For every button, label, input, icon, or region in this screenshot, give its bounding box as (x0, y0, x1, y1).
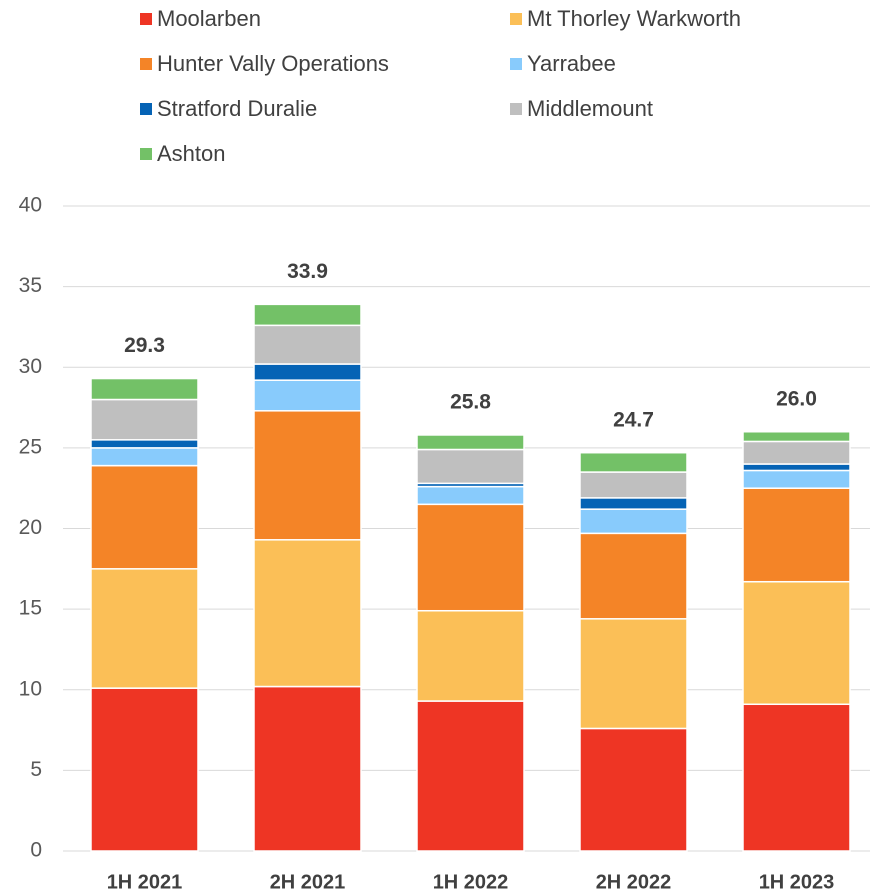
y-tick-label: 20 (19, 516, 42, 539)
bar-segment (90, 377, 199, 401)
bar-segment (742, 580, 851, 706)
bar-segment (90, 439, 199, 449)
x-tick-label: 2H 2022 (596, 871, 672, 893)
bar-segment (742, 487, 851, 583)
legend-swatch (140, 13, 152, 25)
y-tick-label: 10 (19, 677, 42, 700)
bar-segment (90, 464, 199, 570)
x-tick-label: 2H 2021 (270, 871, 346, 893)
y-tick-label: 35 (19, 274, 42, 297)
bar-segment (579, 451, 688, 473)
x-tick-label: 1H 2021 (107, 871, 183, 893)
legend-label: Hunter Vally Operations (157, 51, 389, 76)
bar-segment (579, 508, 688, 535)
bar-segment (416, 609, 525, 702)
bar-segment (90, 398, 199, 441)
bar-segment (253, 685, 362, 852)
total-label: 26.0 (776, 387, 817, 410)
x-tick-label: 1H 2022 (433, 871, 509, 893)
legend-label: Yarrabee (527, 51, 616, 76)
y-tick-label: 5 (30, 758, 42, 781)
bar-segment (742, 703, 851, 852)
legend-swatch (140, 148, 152, 160)
legend-label: Ashton (157, 141, 226, 166)
bar-segment (579, 727, 688, 852)
legend-swatch (510, 13, 522, 25)
bar-segment (253, 363, 362, 381)
legend-label: Stratford Duralie (157, 96, 317, 121)
y-tick-label: 0 (30, 839, 42, 862)
bar-segment (742, 440, 851, 465)
bar-segment (253, 303, 362, 327)
bar-segment (253, 410, 362, 541)
y-tick-label: 30 (19, 355, 42, 378)
bar-segment (253, 324, 362, 365)
bar-segment (742, 431, 851, 443)
bar-segment (253, 379, 362, 412)
bar-segment (416, 434, 525, 451)
bar-segment (90, 568, 199, 689)
legend-label: Middlemount (527, 96, 653, 121)
legend-label: Moolarben (157, 6, 261, 31)
y-tick-label: 40 (19, 194, 42, 217)
legend-swatch (140, 58, 152, 70)
legend-swatch (510, 103, 522, 115)
bar-segment (579, 471, 688, 499)
bar-segment (742, 469, 851, 489)
total-label: 24.7 (613, 408, 654, 431)
y-tick-label: 15 (19, 597, 42, 620)
bar-segment (416, 700, 525, 852)
bar-segment (742, 463, 851, 472)
bar-segment (90, 687, 199, 852)
x-tick-label: 1H 2023 (759, 871, 835, 893)
legend-swatch (140, 103, 152, 115)
total-label: 33.9 (287, 260, 328, 283)
bar-segment (253, 539, 362, 688)
bar-segment (416, 503, 525, 612)
y-tick-label: 25 (19, 435, 42, 458)
bar-segment (416, 448, 525, 485)
bar-segment (416, 485, 525, 506)
bar-segment (579, 618, 688, 730)
bar-segment (90, 447, 199, 467)
bar-segment (579, 532, 688, 620)
total-label: 25.8 (450, 391, 491, 414)
total-label: 29.3 (124, 334, 165, 357)
legend-label: Mt Thorley Warkworth (527, 6, 741, 31)
legend-swatch (510, 58, 522, 70)
bar-segment (579, 497, 688, 510)
